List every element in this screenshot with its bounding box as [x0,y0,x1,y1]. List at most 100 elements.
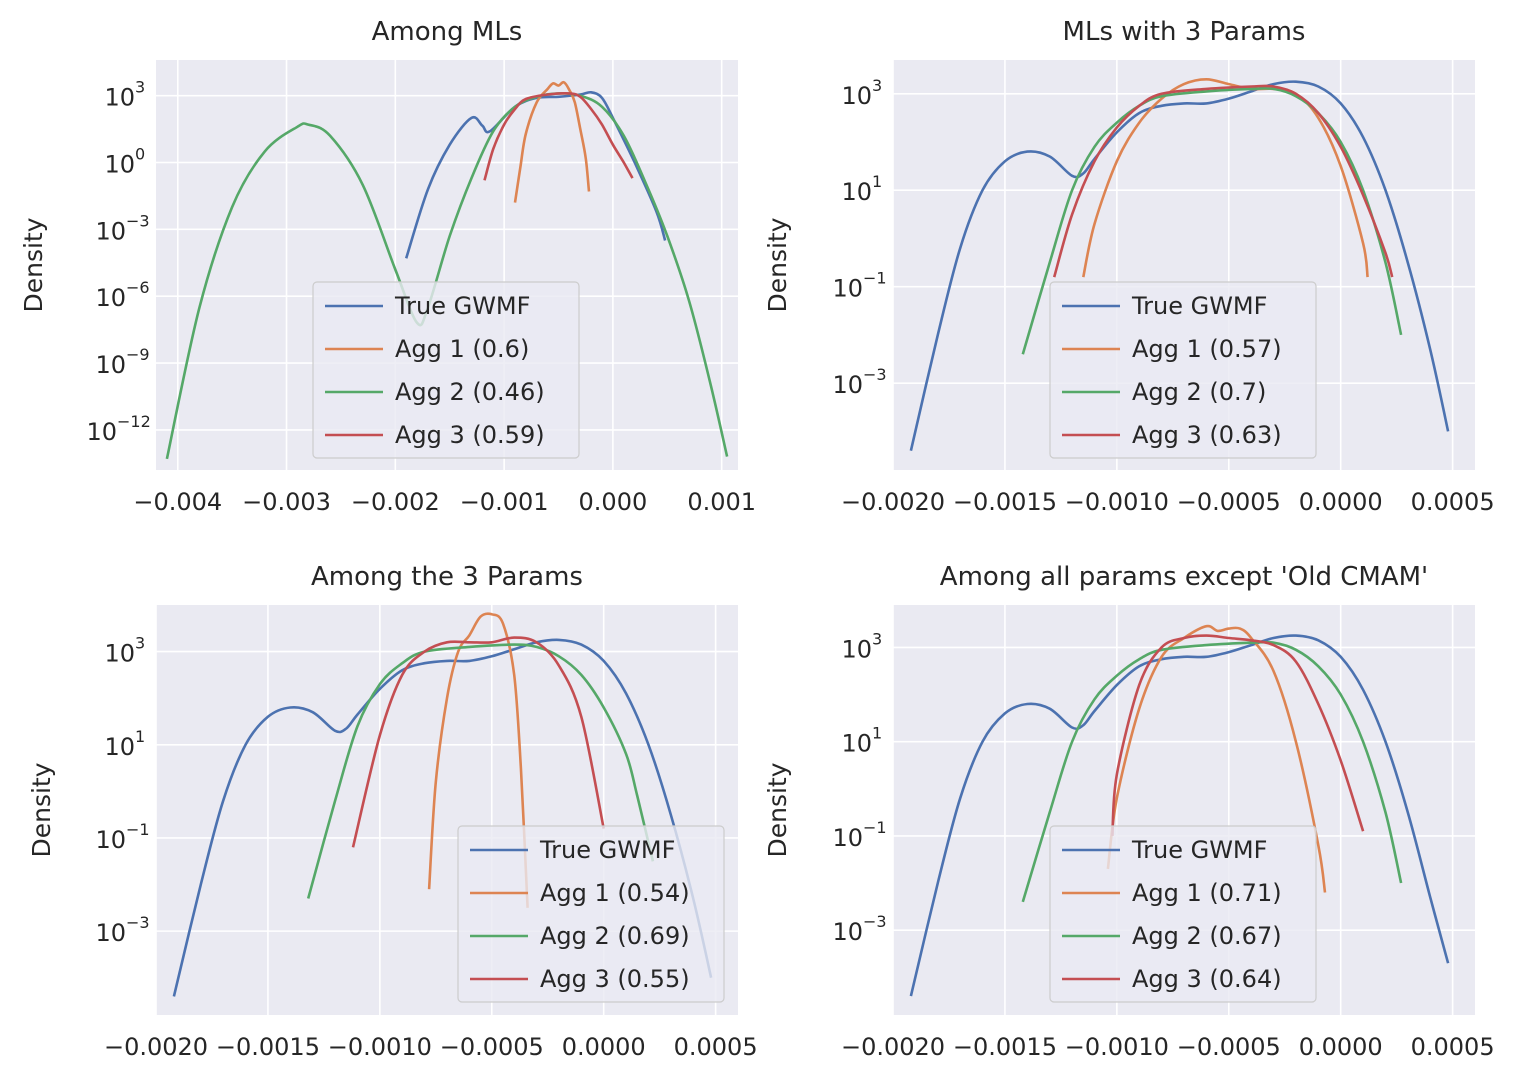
y-tick-exponent: 1 [872,724,882,743]
y-tick-label: 10 [104,640,135,668]
legend: True GWMF Agg 1 (0.6) Agg 2 (0.46) Agg 3 (0… [312,281,580,459]
x-tick-label: −0.0005 [1177,1033,1281,1061]
y-tick-exponent: −3 [863,912,887,931]
y-tick-exponent: −3 [126,211,150,230]
series-group [909,624,1450,997]
y-tick-label: 10 [104,733,135,761]
y-tick-label: 10 [95,826,126,854]
y-tick-exponent: −3 [126,913,150,932]
y-tick-exponent: 3 [872,76,882,95]
legend-label: Agg 1 (0.54) [540,879,690,907]
series-line-agg-3 [1111,634,1365,836]
series-line-true-gwmf [909,80,1450,451]
x-tick-label: −0.003 [242,488,331,516]
y-tick-exponent: −12 [117,412,151,431]
y-tick-label: 10 [832,824,863,852]
series-line-agg-2 [1021,640,1403,903]
y-tick-exponent: 3 [135,78,145,97]
y-tick-exponent: 1 [135,727,145,746]
subplot-title: Among MLs [372,17,523,47]
x-tick-label: 0.0005 [1411,1033,1495,1061]
y-tick-label: 10 [95,217,126,245]
series-line-agg-2 [1021,86,1403,355]
legend-box [1049,825,1317,1003]
series-line-agg-1 [513,80,591,203]
x-tick-label: −0.004 [133,488,222,516]
y-tick-label: 10 [832,918,863,946]
series-line-true-gwmf [404,90,667,259]
y-tick-exponent: −9 [126,345,150,364]
x-tick-label: −0.0010 [1065,488,1169,516]
series-line-agg-3 [1052,84,1394,278]
x-tick-label: −0.002 [351,488,440,516]
x-tick-label: 0.000 [579,488,648,516]
legend-label: Agg 2 (0.7) [1132,378,1266,406]
x-tick-label: −0.0020 [841,1033,945,1061]
y-tick-label: 10 [104,84,135,112]
x-tick-label: −0.0020 [104,1033,208,1061]
legend-label: True GWMF [1131,836,1267,864]
series-line-agg-3 [351,636,605,848]
y-tick-label: 10 [841,730,872,758]
subplot-4: −0.0020 −0.0015 −0.0010 −0.0005 0.0000 0.0005… [763,562,1495,1061]
y-tick-label: 10 [841,82,872,110]
series-line-agg-2 [165,92,729,460]
legend-label: True GWMF [539,836,675,864]
x-tick-label: −0.001 [460,488,549,516]
subplot-title: MLs with 3 Params [1063,17,1306,47]
y-tick-exponent: −1 [863,269,887,288]
x-tick-label: 0.0000 [562,1033,646,1061]
legend-label: Agg 1 (0.71) [1132,879,1282,907]
y-tick-label: 10 [841,635,872,663]
x-tick-label: −0.0010 [328,1033,432,1061]
y-axis-label: Density [763,762,792,857]
series-line-agg-2 [306,643,655,899]
y-tick-exponent: −3 [863,365,887,384]
x-tick-label: −0.0020 [841,488,945,516]
legend-label: Agg 3 (0.63) [1132,421,1282,449]
y-axis-label: Density [19,217,48,312]
x-tick-label: 0.001 [687,488,756,516]
x-tick-label: 0.0000 [1299,488,1383,516]
subplot-title: Among the 3 Params [311,562,583,592]
legend: True GWMF Agg 1 (0.71) Agg 2 (0.67) Agg 3 (… [1049,825,1317,1003]
series-line-agg-1 [427,612,529,908]
y-tick-exponent: 3 [872,629,882,648]
y-tick-exponent: 0 [135,145,145,164]
legend-label: Agg 2 (0.46) [395,378,545,406]
legend-label: True GWMF [394,292,530,320]
x-tick-label: −0.0015 [953,488,1057,516]
y-tick-exponent: 1 [872,172,882,191]
x-tick-label: −0.0015 [216,1033,320,1061]
series-line-agg-3 [483,92,634,181]
legend: True GWMF Agg 1 (0.57) Agg 2 (0.7) Agg 3 (0… [1049,281,1317,459]
series-line-true-gwmf [909,634,1450,997]
y-tick-exponent: 3 [135,634,145,653]
y-tick-exponent: −1 [863,818,887,837]
legend-label: Agg 1 (0.57) [1132,335,1282,363]
legend-label: Agg 3 (0.64) [1132,965,1282,993]
y-axis-label: Density [763,217,792,312]
y-tick-label: 10 [841,178,872,206]
series-group [165,80,729,460]
x-tick-label: −0.0005 [440,1033,544,1061]
subplot-3: −0.0020 −0.0015 −0.0010 −0.0005 0.0000 0.0005… [27,562,758,1061]
x-tick-label: −0.0005 [1177,488,1281,516]
y-tick-label: 10 [104,151,135,179]
legend: True GWMF Agg 1 (0.54) Agg 2 (0.69) Agg 3 (… [457,825,725,1003]
legend-label: Agg 1 (0.6) [395,335,529,363]
series-group [172,612,713,997]
y-axis-label: Density [27,762,56,857]
y-tick-exponent: −6 [126,278,150,297]
legend-label: Agg 3 (0.59) [395,421,545,449]
y-tick-label: 10 [95,284,126,312]
legend-label: True GWMF [1131,292,1267,320]
legend-box [457,825,725,1003]
legend-label: Agg 3 (0.55) [540,965,690,993]
y-tick-label: 10 [86,418,117,446]
series-line-agg-1 [1106,624,1327,893]
x-tick-label: 0.0005 [1411,488,1495,516]
legend-label: Agg 2 (0.69) [540,922,690,950]
